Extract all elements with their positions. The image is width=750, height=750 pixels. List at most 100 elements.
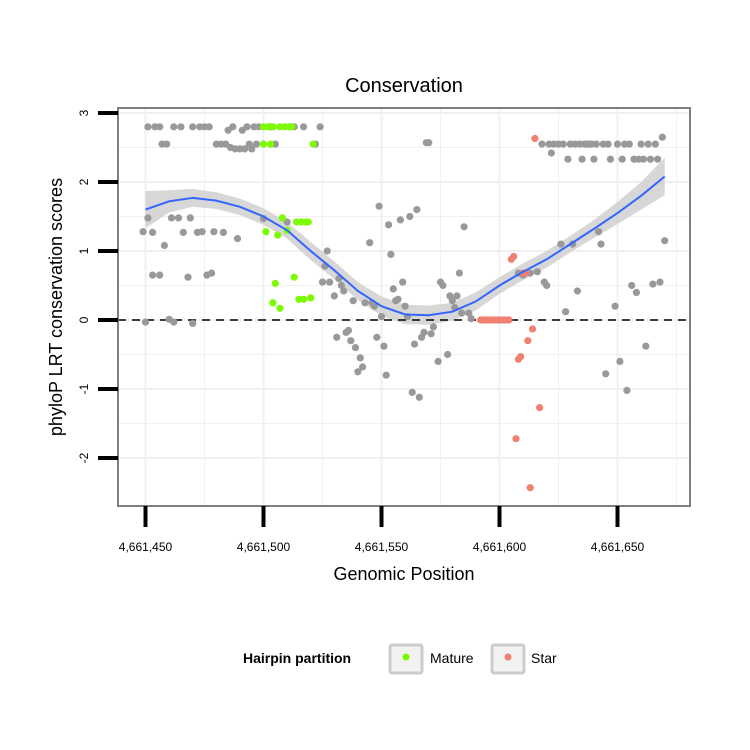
y-axis: -2 -1 0 1 2 3 — [77, 109, 118, 463]
y-axis-title: phyloP LRT conservation scores — [46, 178, 66, 436]
point-other — [387, 250, 395, 258]
point-other — [658, 133, 666, 141]
point-other — [361, 299, 369, 307]
point-other — [632, 288, 641, 296]
point-other — [429, 323, 437, 331]
point-other — [562, 308, 570, 316]
point-other — [241, 145, 249, 153]
point-other — [597, 240, 605, 248]
point-other — [351, 344, 360, 352]
point-other — [413, 206, 421, 214]
point-other — [453, 292, 461, 300]
point-other — [439, 281, 447, 290]
legend-label-mature: Mature — [430, 650, 474, 666]
point-mature — [269, 299, 277, 307]
point-other — [189, 319, 197, 327]
point-other — [616, 357, 624, 365]
point-other — [467, 315, 475, 323]
y-tick-label: -2 — [77, 452, 91, 463]
point-other — [248, 145, 256, 153]
legend-label-star: Star — [531, 650, 557, 666]
point-other — [326, 278, 334, 286]
point-other — [389, 285, 397, 293]
point-other — [460, 223, 468, 231]
point-other — [337, 281, 345, 290]
point-other — [408, 388, 416, 396]
point-other — [189, 123, 197, 131]
point-other — [375, 202, 383, 210]
grid — [118, 108, 690, 506]
point-mature — [262, 228, 270, 236]
point-other — [573, 287, 582, 295]
point-other — [543, 281, 551, 290]
point-other — [656, 278, 664, 286]
point-star — [531, 134, 539, 143]
point-other — [592, 140, 600, 148]
points-layer — [139, 123, 669, 492]
point-other — [205, 123, 213, 131]
legend-dot-mature — [402, 653, 410, 661]
point-other — [167, 214, 176, 222]
point-mature — [278, 214, 286, 222]
chart-title: Conservation — [345, 75, 463, 97]
point-other — [316, 123, 324, 131]
point-other — [595, 228, 603, 236]
point-mature — [288, 123, 296, 131]
point-other — [611, 302, 619, 310]
point-other — [170, 318, 178, 326]
point-mature — [300, 295, 308, 303]
x-tick-label: 4,661,500 — [237, 540, 291, 554]
point-star — [505, 316, 513, 324]
point-other — [618, 155, 626, 163]
point-other — [208, 269, 216, 277]
point-other — [394, 295, 402, 303]
legend-title: Hairpin partition — [243, 650, 351, 666]
point-other — [606, 155, 615, 163]
point-other — [229, 123, 237, 131]
point-other — [160, 241, 168, 250]
point-other — [347, 337, 355, 345]
point-other — [578, 155, 586, 163]
point-other — [139, 228, 147, 236]
point-other — [156, 123, 164, 131]
point-other — [604, 140, 612, 148]
point-other — [233, 235, 242, 243]
point-other — [465, 309, 473, 317]
point-mature — [269, 123, 277, 131]
point-other — [252, 140, 260, 148]
point-other — [366, 239, 374, 247]
point-other — [401, 302, 409, 310]
point-other — [448, 297, 456, 305]
point-other — [564, 155, 572, 163]
y-tick-label: 2 — [77, 178, 91, 185]
point-other — [219, 228, 227, 236]
point-other — [141, 318, 150, 326]
x-tick-label: 4,661,650 — [591, 540, 645, 554]
y-tick-label: 1 — [77, 247, 91, 254]
point-other — [406, 212, 414, 221]
y-tick-label: 3 — [77, 109, 91, 116]
legend-dot-star — [504, 653, 512, 661]
point-other — [385, 221, 393, 229]
point-other — [602, 370, 610, 378]
point-other — [300, 123, 308, 131]
point-other — [144, 123, 152, 131]
point-other — [340, 287, 348, 295]
point-other — [444, 350, 452, 359]
point-other — [427, 330, 435, 338]
point-other — [425, 139, 433, 147]
point-other — [590, 155, 598, 163]
point-mature — [307, 294, 315, 302]
point-other — [382, 371, 390, 379]
point-mature — [271, 279, 279, 287]
y-tick-label: 0 — [77, 316, 91, 323]
x-tick-label: 4,661,450 — [119, 540, 173, 554]
point-other — [318, 278, 327, 286]
point-other — [354, 368, 362, 376]
point-other — [538, 140, 546, 148]
point-star — [510, 252, 518, 261]
point-other — [646, 155, 655, 163]
point-other — [559, 140, 567, 148]
smooth-line — [145, 175, 666, 317]
